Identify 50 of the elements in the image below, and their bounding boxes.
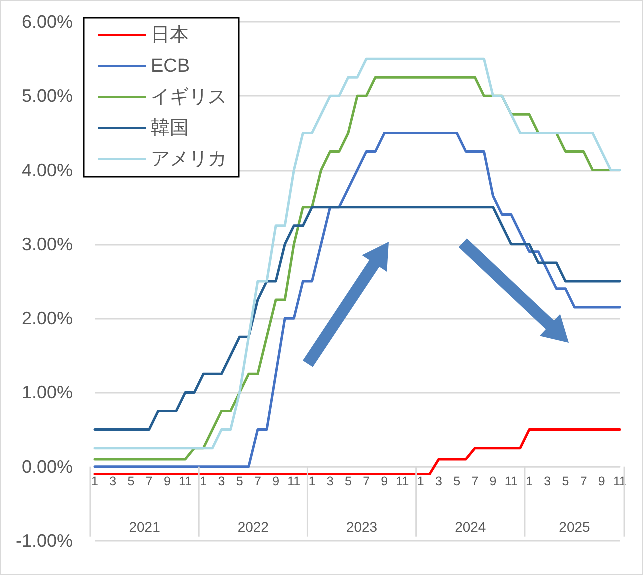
x-tick-label: 7 <box>472 474 479 488</box>
x-tick-label: 5 <box>454 474 461 488</box>
legend-label: ECB <box>151 56 190 77</box>
x-tick-label: 5 <box>562 474 570 488</box>
x-tick-label: 7 <box>254 474 262 488</box>
annotation: 2024 <box>455 518 486 535</box>
x-tick-label: 7 <box>580 474 588 488</box>
x-tick-label: 11 <box>179 474 192 488</box>
x-tick-label: 3 <box>326 474 334 488</box>
x-tick-label: 3 <box>435 474 442 488</box>
x-tick-label: 1 <box>200 474 208 488</box>
x-tick-label: 9 <box>272 474 280 488</box>
x-tick-label: 5 <box>128 474 135 488</box>
x-tick-label: 11 <box>288 474 301 488</box>
x-tick-label: 9 <box>598 474 606 488</box>
y-tick-label: 1.00% <box>22 382 73 403</box>
annotation: 2025 <box>559 518 591 535</box>
x-tick-label: 1 <box>417 474 424 488</box>
x-tick-label: 1 <box>308 474 316 488</box>
y-tick-label: 2.00% <box>22 308 73 329</box>
x-tick-label: 5 <box>344 474 352 488</box>
x-tick-label: 3 <box>544 474 552 488</box>
y-tick-label: 6.00% <box>22 12 73 32</box>
y-tick-label: 5.00% <box>22 86 73 106</box>
line-series <box>94 428 622 476</box>
x-tick-label: 3 <box>218 474 226 488</box>
x-tick-label: 5 <box>236 474 244 488</box>
x-tick-label: 9 <box>164 474 171 488</box>
y-tick-label: 3.00% <box>22 234 73 254</box>
x-tick-label: 3 <box>110 474 117 488</box>
y-tick-label: -1.00% <box>16 531 73 551</box>
x-tick-label: 1 <box>92 474 99 488</box>
y-tick-label: 0.00% <box>22 456 73 477</box>
x-tick-label: 9 <box>490 474 497 488</box>
legend-label: アメリカ <box>151 149 227 170</box>
line-series <box>94 206 622 432</box>
legend-label: 韓国 <box>151 118 189 139</box>
x-tick-label: 1 <box>526 474 534 488</box>
x-tick-label: 7 <box>363 474 370 488</box>
x-tick-label: 9 <box>381 474 388 488</box>
annotation: 2023 <box>346 518 378 535</box>
annotation: 2022 <box>238 518 270 535</box>
y-tick-label: 4.00% <box>22 160 73 180</box>
legend-label: 日本 <box>151 25 189 46</box>
legend-label: イギリス <box>151 87 227 108</box>
x-tick-label: 11 <box>396 474 410 488</box>
x-tick-label: 7 <box>146 474 153 488</box>
annotation: 2021 <box>129 518 161 535</box>
x-tick-label: 11 <box>614 474 627 488</box>
x-tick-label: 11 <box>504 474 518 488</box>
